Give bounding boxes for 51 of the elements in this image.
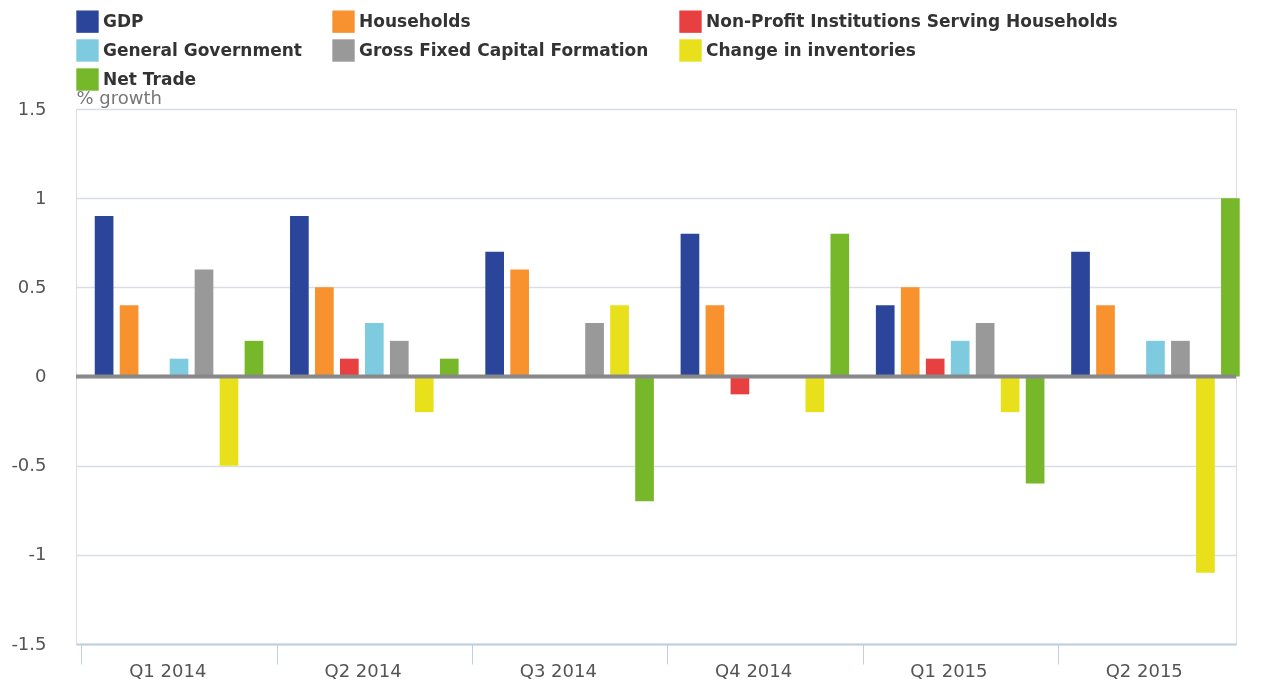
bar (94, 216, 114, 377)
y-tick-label: 0 (35, 365, 47, 386)
x-tick-label: Q2 2015 (1105, 659, 1183, 681)
y-axis-title: % growth (76, 86, 162, 108)
bar (1025, 376, 1045, 484)
legend-label: General Government (103, 39, 302, 60)
y-tick-label: -1 (28, 543, 47, 565)
bar (219, 376, 239, 466)
bar (389, 340, 409, 377)
y-tick-label: -1.5 (11, 632, 47, 654)
x-tick-label: Q4 2014 (715, 659, 793, 681)
bar (194, 269, 214, 377)
bar (244, 340, 264, 377)
legend-label: GDP (103, 10, 144, 31)
bar (1096, 305, 1115, 377)
bar (805, 376, 825, 413)
bar (680, 233, 700, 377)
bar (1146, 340, 1165, 377)
bar (315, 287, 334, 377)
bar (1071, 251, 1090, 377)
legend-label: Net Trade (103, 68, 197, 89)
y-tick-label: 0.5 (17, 275, 47, 297)
bar (364, 323, 384, 377)
bar (950, 340, 970, 377)
x-tick-label: Q1 2014 (129, 659, 207, 681)
x-tick-label: Q2 2014 (324, 659, 402, 681)
bar (610, 305, 629, 377)
bar (119, 305, 139, 377)
bar (414, 376, 434, 413)
bar (485, 251, 504, 377)
bar (1196, 376, 1215, 573)
bar (705, 305, 725, 377)
y-tick-label: 1 (35, 186, 47, 208)
y-tick-label: -0.5 (11, 454, 47, 476)
bar (1171, 340, 1190, 377)
x-tick-label: Q3 2014 (519, 659, 597, 681)
legend-label: Households (359, 10, 471, 31)
legend-label: Non-Profit Institutions Serving Households (706, 10, 1118, 31)
bar (635, 376, 654, 502)
legend-label: Change in inventories (706, 39, 916, 60)
bar (290, 216, 309, 377)
bar (1221, 198, 1240, 377)
bar (875, 305, 895, 377)
bar (585, 323, 604, 377)
bar (510, 269, 529, 377)
y-tick-label: 1.5 (17, 97, 47, 119)
legend-label: Gross Fixed Capital Formation (359, 39, 649, 60)
bar (900, 287, 920, 377)
bar (975, 323, 995, 377)
bar (830, 233, 850, 377)
x-tick-label: Q1 2015 (910, 659, 988, 681)
